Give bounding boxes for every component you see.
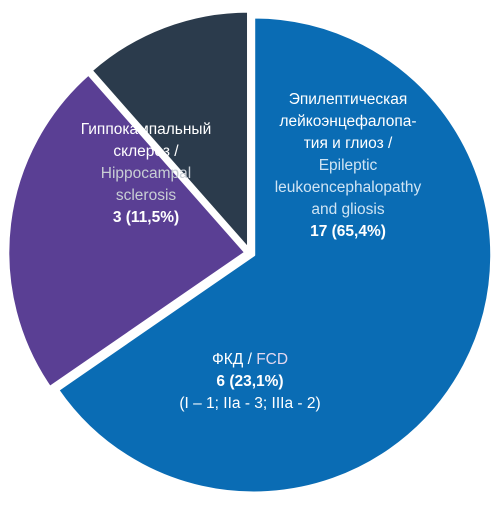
slice-label-hippocampal: Гиппокампальный склероз / Hippocampal sc… xyxy=(81,121,211,226)
slice-leukoencephalopathy xyxy=(56,15,494,495)
label-ru-line-2: склероз / xyxy=(113,143,179,160)
label-ru: ФКД xyxy=(212,351,244,368)
label-ru-line-3: тия и глиоз / xyxy=(304,135,393,152)
label-fcd-title: ФКД / FCD xyxy=(212,351,288,368)
value-label: 17 (65,4%) xyxy=(310,223,386,240)
label-en-line-1: Hippocampal xyxy=(101,165,191,182)
label-ru-line-1: Гиппокампальный xyxy=(81,121,211,138)
label-en-line-1: Epileptic xyxy=(319,157,378,174)
slice-fcd xyxy=(6,72,248,390)
label-ru-line-2: лейкоэнцефалопа- xyxy=(279,113,416,130)
label-en-line-3: and gliosis xyxy=(311,201,384,218)
pie-slices xyxy=(6,9,494,495)
value-label: 6 (23,1%) xyxy=(216,373,283,390)
label-en-line-2: leukoencephalopathy xyxy=(275,179,422,196)
label-separator: / xyxy=(243,351,256,368)
slice-hippocampal xyxy=(89,9,251,251)
slice-label-fcd: ФКД / FCD 6 (23,1%) (I – 1; IIa - 3; III… xyxy=(179,351,320,412)
label-en: FCD xyxy=(256,351,288,368)
label-ru-line-1: Эпилептическая xyxy=(289,91,408,108)
detail-label: (I – 1; IIa - 3; IIIa - 2) xyxy=(179,395,320,412)
slice-label-leukoencephalopathy: Эпилептическая лейкоэнцефалопа- тия и гл… xyxy=(275,91,422,240)
value-label: 3 (11,5%) xyxy=(113,209,179,226)
label-en-line-2: sclerosis xyxy=(116,187,177,204)
